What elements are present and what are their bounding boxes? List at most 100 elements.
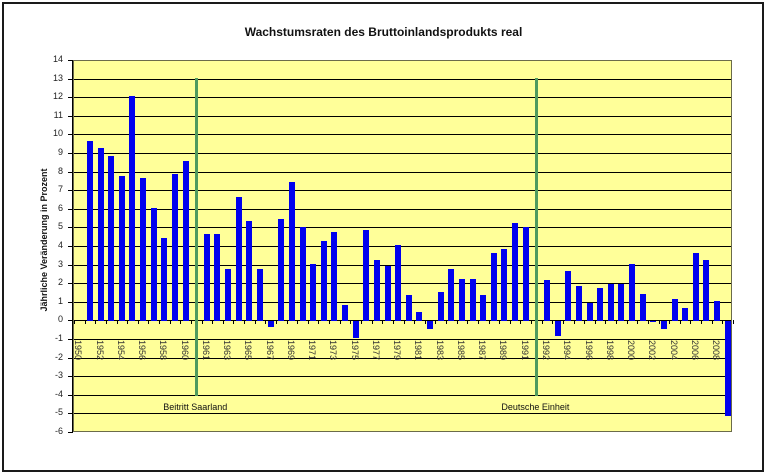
bar-1959 xyxy=(171,174,178,322)
gridline xyxy=(74,301,731,303)
event-marker-line xyxy=(534,77,538,396)
x-tick xyxy=(711,320,713,325)
bar-1961 xyxy=(203,233,210,322)
x-tick-label: 1971 xyxy=(307,340,318,361)
gridline xyxy=(74,153,731,154)
bar-2005 xyxy=(682,308,689,322)
x-tick-label: 1981 xyxy=(413,340,424,361)
y-tick xyxy=(68,171,73,173)
x-tick xyxy=(307,320,309,325)
y-tick xyxy=(68,357,73,359)
x-tick xyxy=(531,320,533,325)
bar-1966 xyxy=(257,269,263,322)
y-tick xyxy=(68,301,73,303)
gridline xyxy=(74,134,731,136)
y-tick xyxy=(68,227,73,229)
plot-area xyxy=(73,60,734,432)
x-tick xyxy=(456,320,458,325)
bar-1967 xyxy=(267,321,274,327)
bar-1964 xyxy=(235,196,242,322)
bar-2004 xyxy=(671,299,678,322)
y-tick-label: 0 xyxy=(57,314,63,325)
gridline xyxy=(74,264,731,266)
x-tick xyxy=(212,320,214,325)
bar-1994 xyxy=(565,271,572,322)
bar-1981 xyxy=(416,312,423,322)
bar-1957 xyxy=(150,207,157,322)
x-tick xyxy=(658,320,660,325)
bar-1952 xyxy=(97,148,104,322)
x-tick xyxy=(339,320,341,325)
x-tick xyxy=(148,320,150,325)
x-tick-label: 1979 xyxy=(392,340,403,361)
x-tick xyxy=(435,320,437,325)
y-tick xyxy=(68,78,73,80)
x-tick-label: 2000 xyxy=(626,340,637,361)
y-tick-label: -1 xyxy=(54,333,63,343)
bar-1963 xyxy=(225,269,232,322)
x-tick xyxy=(701,320,703,325)
x-tick xyxy=(392,320,394,325)
x-tick xyxy=(297,320,299,325)
bar-1969 xyxy=(288,181,295,322)
y-tick-label: 14 xyxy=(52,54,63,64)
bar-1956 xyxy=(140,178,147,322)
bar-1992 xyxy=(543,280,550,322)
gridline xyxy=(74,413,731,415)
x-tick-label: 1992 xyxy=(540,340,551,361)
y-tick-label: 3 xyxy=(57,258,63,269)
y-tick xyxy=(68,153,73,154)
x-tick xyxy=(541,320,543,325)
x-tick-label: 1973 xyxy=(328,340,339,361)
y-tick xyxy=(68,264,73,266)
y-tick xyxy=(68,432,73,433)
x-tick-label: 1956 xyxy=(137,340,148,361)
x-tick xyxy=(467,320,469,325)
x-tick xyxy=(329,320,331,325)
bar-1958 xyxy=(161,237,168,322)
bar-1976 xyxy=(363,230,370,322)
bar-1960 xyxy=(182,161,189,322)
bar-1965 xyxy=(246,220,253,322)
x-tick-label: 1977 xyxy=(370,340,381,361)
gridline xyxy=(74,246,731,247)
x-tick-label: 1985 xyxy=(455,340,466,361)
bar-1972 xyxy=(320,241,327,322)
y-tick xyxy=(68,320,73,322)
bar-1970 xyxy=(299,226,306,322)
x-tick-label: 1954 xyxy=(115,340,126,361)
y-tick xyxy=(68,339,73,340)
x-tick-label: 1989 xyxy=(498,340,509,361)
x-tick xyxy=(403,320,405,325)
x-tick-label: 2002 xyxy=(647,340,658,361)
x-tick xyxy=(105,320,107,325)
x-tick-label: 1967 xyxy=(264,340,275,361)
x-tick-label: 1960 xyxy=(179,340,190,361)
x-tick-label: 1950 xyxy=(73,340,84,361)
bar-1973 xyxy=(331,232,338,322)
x-tick xyxy=(552,320,554,325)
x-tick xyxy=(616,320,618,325)
y-tick-label: 6 xyxy=(57,202,63,213)
y-tick-label: -4 xyxy=(54,388,63,399)
gridline xyxy=(74,97,731,99)
x-tick-label: 1965 xyxy=(243,340,254,361)
gridline xyxy=(74,227,731,229)
x-tick xyxy=(318,320,320,325)
x-tick xyxy=(488,320,490,325)
x-tick-label: 1983 xyxy=(434,340,445,361)
y-tick-label: -2 xyxy=(54,351,63,362)
gridline xyxy=(74,357,731,359)
x-tick-label: 1991 xyxy=(519,340,530,361)
bar-1999 xyxy=(618,284,625,322)
x-tick xyxy=(137,320,139,325)
x-tick xyxy=(626,320,628,325)
gridline xyxy=(74,78,731,80)
y-tick-label: 5 xyxy=(57,221,63,232)
x-tick xyxy=(722,320,724,325)
x-tick xyxy=(446,320,448,325)
bar-1971 xyxy=(310,263,317,322)
x-tick-label: 1994 xyxy=(562,340,573,361)
x-tick xyxy=(562,320,564,325)
bar-2006 xyxy=(692,252,699,322)
